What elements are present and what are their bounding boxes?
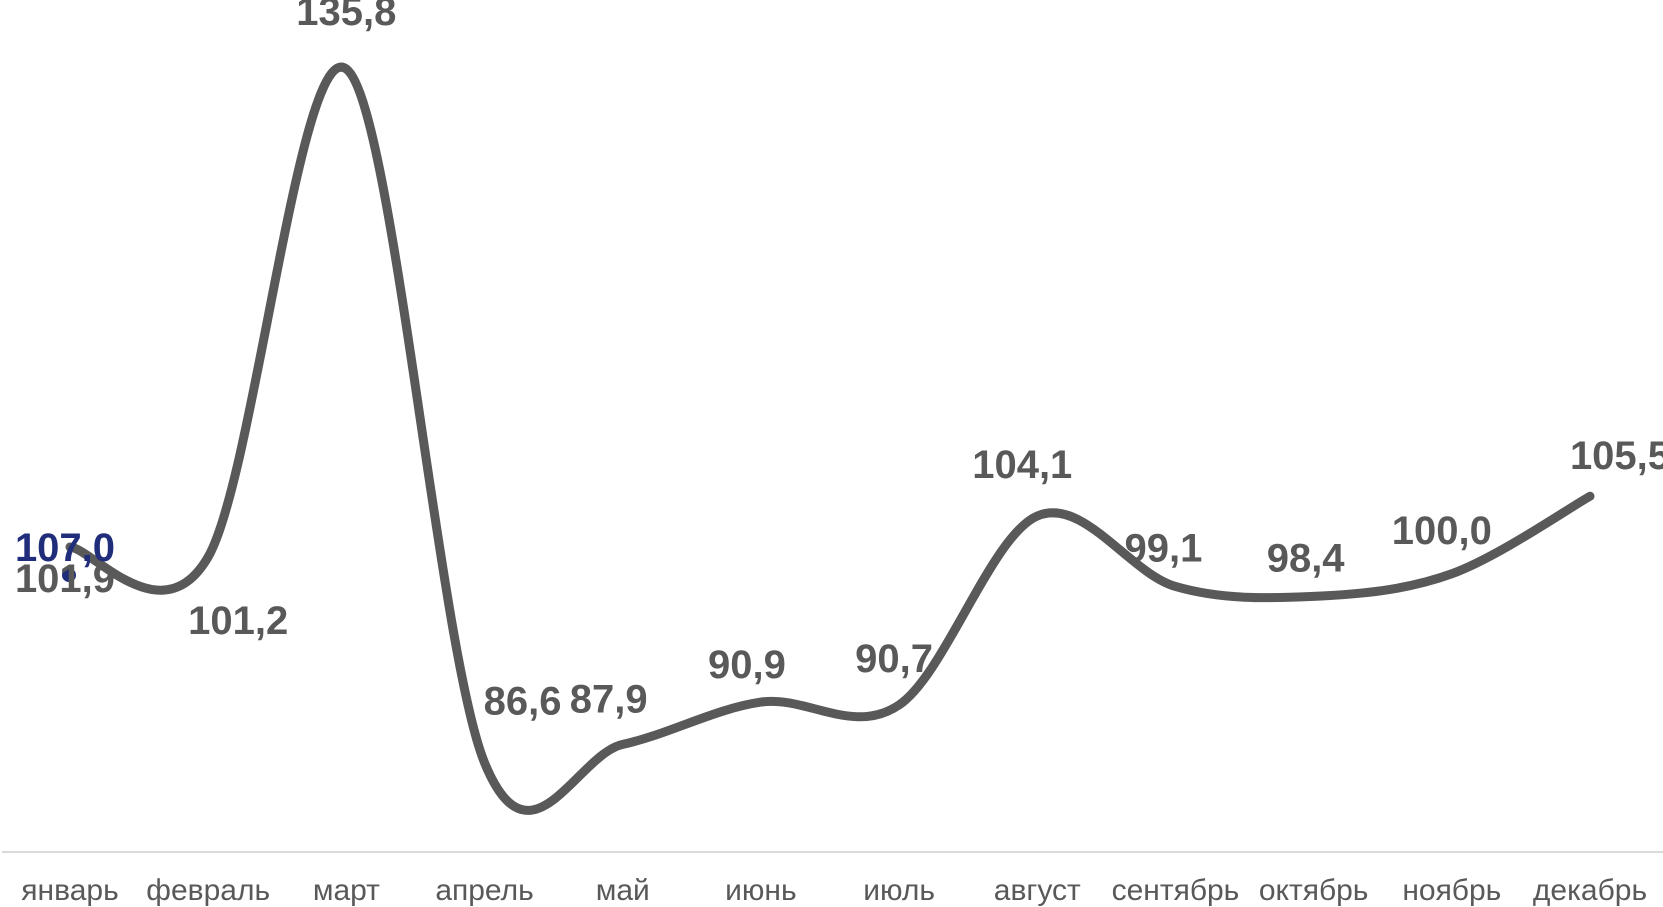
x-tick-label: декабрь: [1533, 874, 1647, 907]
x-tick-label: март: [313, 874, 380, 907]
x-tick-label: апрель: [435, 874, 533, 907]
x-tick-label: август: [994, 874, 1081, 907]
x-tick-label: июнь: [725, 874, 796, 907]
x-tick-label: октябрь: [1259, 874, 1369, 907]
data-label: 100,0: [1392, 509, 1492, 553]
data-label: 135,8: [296, 0, 396, 34]
data-label: 99,1: [1125, 526, 1203, 570]
data-label: 104,1: [972, 443, 1072, 487]
data-label: 87,9: [570, 677, 648, 721]
data-label: 90,9: [708, 643, 786, 687]
highlight-point-label: 107,0: [15, 526, 115, 570]
data-label: 98,4: [1267, 536, 1346, 580]
data-label: 101,2: [188, 599, 288, 643]
x-tick-label: январь: [21, 874, 118, 907]
x-tick-label: июль: [863, 874, 935, 907]
x-tick-labels: январь февраль март апрель май июнь июль август…: [21, 874, 1647, 907]
x-tick-label: ноябрь: [1402, 874, 1501, 907]
data-labels: 101,9 101,2 135,8 86,6 87,9 90,9 90,7 104,1 99,1…: [15, 0, 1663, 724]
x-tick-label: сентябрь: [1112, 874, 1240, 907]
data-label: 86,6: [484, 680, 562, 724]
series-markers: [62, 568, 76, 583]
data-label: 90,7: [855, 637, 933, 681]
data-label: 105,5: [1570, 434, 1663, 478]
series-line: [65, 62, 1595, 815]
data-label: 101,9: [15, 557, 115, 601]
x-tick-label: май: [596, 874, 650, 907]
highlight-point: [62, 568, 76, 583]
x-tick-label: февраль: [146, 874, 270, 907]
